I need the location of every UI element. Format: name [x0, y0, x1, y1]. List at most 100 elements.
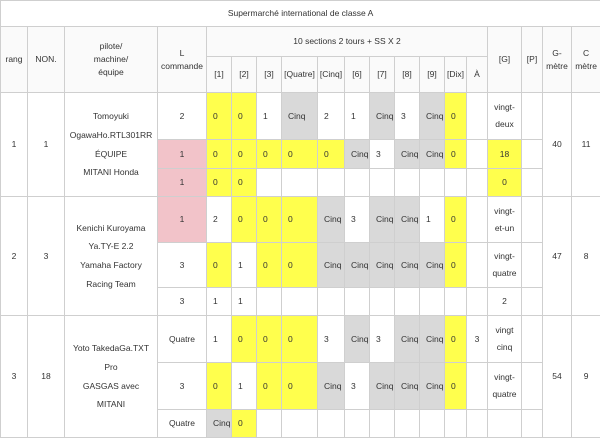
section-score: 0 [231, 409, 257, 438]
section-score: Cinq [394, 362, 420, 410]
g-cell: vingt-deux [487, 92, 522, 140]
lap-cell: Quatre [157, 409, 207, 438]
g-total-line: 18 [499, 148, 510, 159]
a-cell [466, 139, 488, 169]
p-cell [521, 196, 543, 243]
section-score [419, 409, 445, 438]
section-score [344, 168, 370, 197]
section-score [444, 168, 467, 197]
section-score: 0 [281, 196, 318, 243]
header-pilot: pilote/ machine/ équipe [64, 26, 158, 93]
g-total-line: vingt- [494, 205, 515, 216]
a-cell: 3 [466, 315, 488, 363]
header-lap-line: L [179, 47, 185, 58]
section-score: 0 [444, 315, 467, 363]
g-total-line: vingt- [494, 372, 515, 382]
section-score: 2 [317, 92, 345, 140]
section-score: 0 [206, 242, 232, 288]
header-g: [G] [487, 26, 522, 93]
header-pilot-line: pilote/ [99, 41, 123, 52]
section-score: 1 [206, 315, 232, 363]
pilot-line: GASGAS avec [82, 380, 140, 391]
header-p: [P] [521, 26, 543, 93]
p-cell [521, 362, 543, 410]
a-cell [466, 168, 488, 197]
section-score: 0 [281, 139, 318, 169]
section-score [281, 409, 318, 438]
pilot-line: OgawaHo.RTL301RR [69, 129, 153, 140]
table-row: 2 3 Kenichi Kuroyama Ya.TY-E 2.2 Yamaha Fact… [0, 196, 600, 316]
section-score [369, 409, 395, 438]
lap-cell: 1 [157, 139, 207, 169]
p-cell [521, 92, 543, 140]
header-gm-line: G- [552, 47, 562, 58]
section-score: 1 [231, 242, 257, 288]
p-cell [521, 315, 543, 363]
section-score: 0 [256, 362, 282, 410]
section-score: 0 [206, 139, 232, 169]
g-metre-cell: 47 [542, 196, 572, 316]
lap-cell: 3 [157, 242, 207, 288]
section-score: Cinq [369, 92, 395, 140]
section-score [344, 409, 370, 438]
table-row: 1 0 0 0 0 0 Cinq 3 Cinq Cinq 0 18 [1, 139, 600, 169]
section-score [281, 168, 318, 197]
section-score: 1 [344, 92, 370, 140]
lap-cell: 1 [157, 196, 207, 243]
section-score [394, 409, 420, 438]
section-score: Cinq [419, 362, 445, 410]
header-gm: G- mètre [542, 26, 572, 93]
section-score: 2 [206, 196, 232, 243]
number-cell: 1 [27, 92, 65, 197]
g-cell: vingt-quatre [487, 242, 522, 288]
header-pilot-line: machine/ [93, 54, 129, 65]
section-score: 3 [317, 315, 345, 363]
section-score: 0 [444, 362, 467, 410]
section-score: 1 [206, 287, 232, 316]
p-cell [521, 287, 543, 316]
section-score: 1 [256, 92, 282, 140]
section-score: 0 [206, 362, 232, 410]
pilot-cell: Kenichi Kuroyama Ya.TY-E 2.2 Yamaha Factor… [64, 196, 158, 316]
g-total-line: quatre [492, 268, 517, 278]
section-score: Cinq [344, 242, 370, 288]
section-score: Cinq [317, 196, 345, 243]
section-score: Cinq [394, 315, 420, 363]
section-score: 0 [231, 168, 257, 197]
header-gm-line: mètre [546, 60, 568, 71]
lap-cell: 3 [157, 362, 207, 410]
header-section-7: [7] [369, 56, 395, 93]
header-section-1: [1] [206, 56, 232, 93]
section-score: Cinq [419, 315, 445, 363]
pilot-line: Pro [104, 361, 118, 372]
header-no: NON. [27, 26, 65, 93]
header-rank: rang [0, 26, 28, 93]
a-cell [466, 242, 488, 288]
section-score: Cinq [369, 362, 395, 410]
section-score: 0 [231, 139, 257, 169]
section-score: Cinq [394, 139, 420, 169]
section-score: 0 [256, 315, 282, 363]
header-a: À [466, 56, 488, 93]
section-score: 0 [281, 362, 318, 410]
table-title: Supermarché international de classe A [0, 0, 600, 27]
g-total-line: 0 [502, 177, 507, 187]
pilot-line: Ya.TY-E 2.2 [88, 241, 134, 252]
pilot-line: Kenichi Kuroyama [76, 222, 146, 233]
section-score: 0 [231, 196, 257, 243]
g-total-line: vingt [495, 325, 514, 335]
section-score [317, 287, 345, 316]
p-cell [521, 409, 543, 438]
section-score: 0 [281, 315, 318, 363]
header-cm-line: mètre [575, 60, 597, 71]
section-score: Cinq [344, 139, 370, 169]
pilot-line: MITANI Honda [83, 167, 139, 178]
section-score: 3 [369, 139, 395, 169]
header-sections: 10 sections 2 tours + SS X 2 [206, 26, 488, 57]
section-score: Cinq [419, 92, 445, 140]
g-total-line: quatre [492, 389, 517, 399]
section-score: 0 [281, 242, 318, 288]
c-metre-cell: 11 [570, 92, 600, 197]
